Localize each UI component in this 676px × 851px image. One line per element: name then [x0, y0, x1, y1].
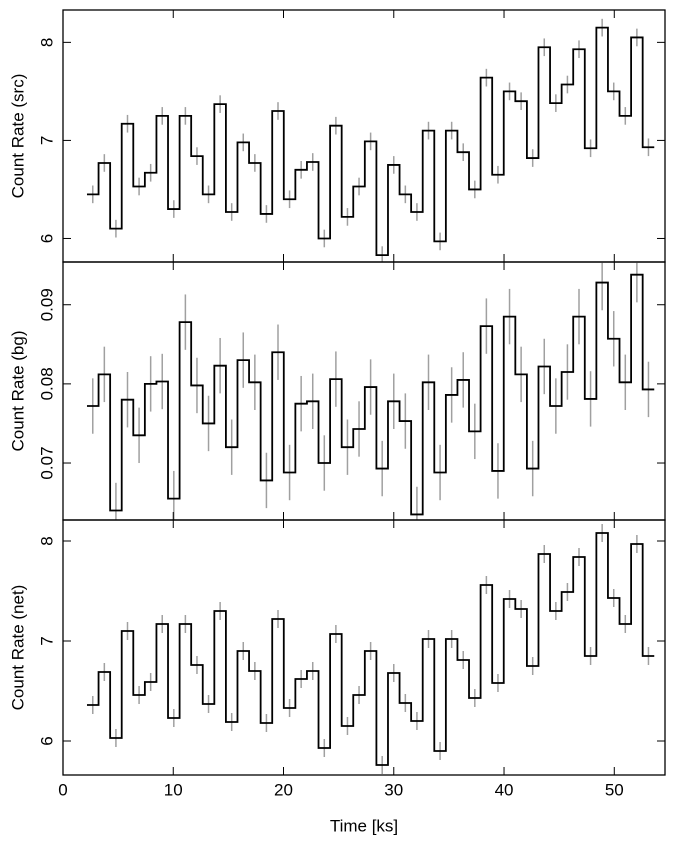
- x-tick-label: 20: [274, 780, 293, 799]
- x-axis-label: Time [ks]: [330, 816, 398, 835]
- x-tick-label: 10: [164, 780, 183, 799]
- step-line: [86, 532, 655, 766]
- y-tick-label: 7: [37, 136, 56, 145]
- y-tick-label: 6: [37, 234, 56, 243]
- y-tick-label: 7: [37, 636, 56, 645]
- y-axis-label: Count Rate (bg): [8, 331, 27, 452]
- y-tick-label: 8: [37, 536, 56, 545]
- y-axis-label: Count Rate (src): [8, 74, 27, 199]
- panel-frame: [62, 519, 666, 776]
- x-tick-label: 30: [384, 780, 403, 799]
- y-axis-label: Count Rate (net): [8, 585, 27, 711]
- y-tick-label: 6: [37, 736, 56, 745]
- y-tick-label: 0.08: [37, 367, 56, 400]
- step-line: [86, 273, 655, 516]
- y-tick-label: 8: [37, 38, 56, 47]
- x-tick-label: 0: [58, 780, 67, 799]
- x-tick-label: 40: [495, 780, 514, 799]
- step-line: [86, 26, 655, 257]
- panel-frame: [62, 9, 666, 263]
- y-tick-label: 0.07: [37, 446, 56, 479]
- x-tick-label: 50: [605, 780, 624, 799]
- y-tick-label: 0.09: [37, 288, 56, 321]
